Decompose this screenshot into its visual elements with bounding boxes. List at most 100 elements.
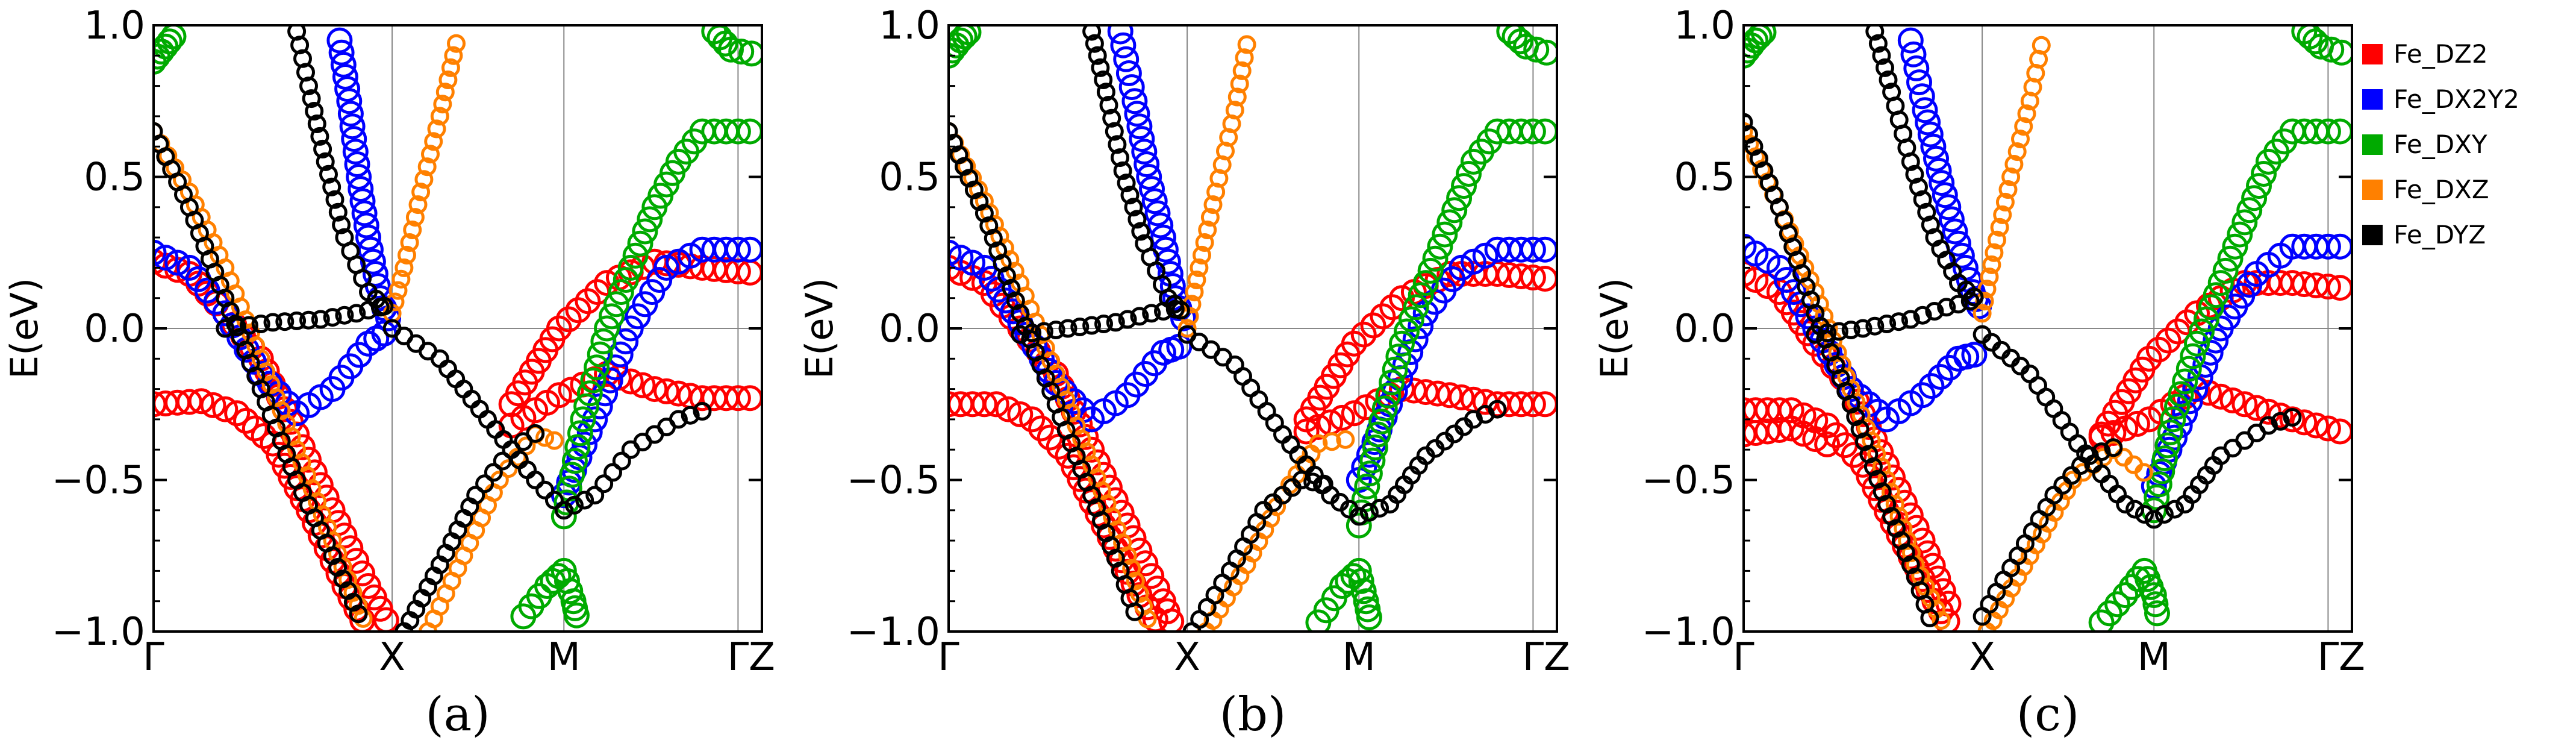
band-panel-a: −1.0−0.50.00.51.0E(eV)Γ X M Γ Z(a)	[2, 4, 775, 742]
band-marker-fe-dz2	[2315, 274, 2341, 300]
band-marker-fe-dxy	[2112, 582, 2139, 609]
band-marker-fe-dx2y2	[344, 151, 370, 177]
band-marker-fe-dz2	[233, 407, 259, 434]
y-tick-label: 0.5	[879, 155, 940, 200]
band-marker-fe-dyz	[1829, 322, 1848, 341]
band-marker-fe-dx2y2	[665, 248, 691, 275]
band-marker-fe-dyz	[564, 495, 584, 515]
band-marker-fe-dyz	[1118, 310, 1137, 329]
band-marker-fe-dxy	[564, 434, 591, 460]
band-marker-fe-dxy	[573, 393, 600, 419]
band-marker-fe-dxy	[627, 230, 653, 257]
band-marker-fe-dx2y2	[1402, 326, 1429, 353]
kpath-label: Z	[2339, 635, 2365, 680]
y-tick-label: 1.0	[1674, 4, 1735, 48]
band-marker-fe-dxy	[1354, 473, 1380, 500]
band-marker-fe-dz2	[2174, 309, 2201, 336]
band-marker-fe-dx2y2	[1961, 342, 1988, 368]
band-marker-fe-dz2	[995, 396, 1021, 422]
band-marker-fe-dx2y2	[1150, 224, 1176, 251]
band-marker-fe-dz2	[2231, 391, 2258, 418]
band-marker-fe-dz2	[212, 396, 239, 422]
band-marker-fe-dxz	[1810, 295, 1829, 314]
band-marker-fe-dx2y2	[1920, 133, 1947, 160]
band-marker-fe-dyz	[669, 410, 688, 429]
band-marker-fe-dxz	[1122, 559, 1141, 578]
band-marker-fe-dxy	[2302, 28, 2328, 55]
band-marker-fe-dyz	[1108, 135, 1127, 154]
band-marker-fe-dyz	[1113, 161, 1132, 180]
band-marker-fe-dx2y2	[2172, 400, 2198, 427]
band-marker-fe-dyz	[1102, 108, 1121, 128]
band-marker-fe-dxz	[1894, 519, 1913, 538]
band-marker-fe-dx2y2	[2203, 327, 2229, 354]
band-marker-fe-dz2	[594, 270, 620, 296]
band-marker-fe-dyz	[466, 486, 485, 505]
band-marker-fe-dxz	[1990, 218, 2009, 237]
band-marker-fe-dyz	[1091, 58, 1110, 77]
band-marker-fe-dxy	[2246, 173, 2272, 199]
band-marker-fe-dz2	[1360, 312, 1386, 339]
band-marker-fe-dx2y2	[1107, 25, 1134, 45]
band-marker-fe-dx2y2	[349, 188, 376, 215]
band-marker-fe-dxy	[1520, 118, 1546, 145]
band-marker-fe-dx2y2	[1472, 242, 1499, 269]
bands-group	[1744, 25, 2352, 632]
band-marker-fe-dxz	[535, 428, 555, 447]
band-marker-fe-dxy	[2222, 233, 2248, 260]
band-marker-fe-dyz	[594, 474, 614, 494]
band-marker-fe-dxz	[2014, 117, 2033, 136]
band-marker-fe-dxz	[1177, 319, 1197, 338]
band-marker-fe-dxz	[1126, 571, 1145, 591]
band-marker-fe-dxy	[1750, 25, 1777, 46]
band-marker-fe-dyz	[681, 406, 700, 425]
band-marker-fe-dxy	[1348, 568, 1374, 594]
band-marker-fe-dyz	[299, 310, 318, 330]
band-marker-fe-dxy	[951, 25, 978, 49]
band-marker-fe-dz2	[301, 459, 328, 486]
band-marker-fe-dz2	[1096, 474, 1123, 501]
band-marker-fe-dyz	[1879, 71, 1898, 89]
band-marker-fe-dz2	[629, 372, 656, 398]
band-marker-fe-dyz	[335, 306, 354, 325]
band-marker-fe-dz2	[307, 472, 334, 498]
band-marker-fe-dyz	[1303, 472, 1323, 492]
band-marker-fe-dyz	[2104, 438, 2123, 457]
band-marker-fe-dx2y2	[1938, 206, 1965, 233]
band-marker-fe-dxz	[1230, 74, 1249, 93]
band-marker-fe-dyz	[603, 463, 622, 482]
band-marker-fe-dxy	[712, 30, 738, 57]
band-marker-fe-dxz	[1193, 245, 1211, 265]
band-marker-fe-dx2y2	[1906, 69, 1932, 96]
band-marker-fe-dx2y2	[1918, 373, 1945, 400]
band-marker-fe-dz2	[343, 548, 370, 574]
band-marker-fe-dx2y2	[1923, 145, 1949, 172]
band-marker-fe-dyz	[1920, 608, 1939, 627]
band-marker-fe-dxy	[2088, 609, 2115, 632]
band-marker-fe-dyz	[1070, 318, 1090, 336]
band-marker-fe-dxz	[1998, 180, 2018, 199]
y-tick-label: 0.0	[879, 307, 940, 351]
band-marker-fe-dyz	[325, 190, 345, 209]
band-marker-fe-dz2	[2244, 395, 2270, 421]
orbital-legend: Fe_DZ2 Fe_DX2Y2 Fe_DXY Fe_DXZ Fe_DYZ	[2362, 31, 2573, 257]
band-marker-fe-dxz	[388, 281, 408, 300]
band-marker-fe-dx2y2	[346, 164, 372, 190]
kpath-label: Γ	[2318, 635, 2339, 680]
band-marker-fe-dz2	[546, 382, 572, 409]
band-marker-fe-dx2y2	[360, 248, 386, 275]
band-marker-fe-dyz	[322, 177, 341, 196]
band-marker-fe-dz2	[555, 306, 582, 333]
band-marker-fe-dxz	[2011, 130, 2030, 149]
band-marker-fe-dyz	[332, 215, 351, 234]
legend-swatch-fe-dz2	[2362, 43, 2383, 64]
band-marker-fe-dyz	[1096, 83, 1115, 102]
band-marker-fe-dyz	[1082, 25, 1102, 41]
band-marker-fe-dz2	[1126, 538, 1153, 564]
band-marker-fe-dyz	[1913, 306, 1932, 325]
band-marker-fe-dyz	[1876, 58, 1894, 77]
band-marker-fe-dyz	[484, 463, 503, 482]
band-marker-fe-dx2y2	[653, 254, 680, 281]
band-marker-fe-dxy	[632, 218, 658, 245]
